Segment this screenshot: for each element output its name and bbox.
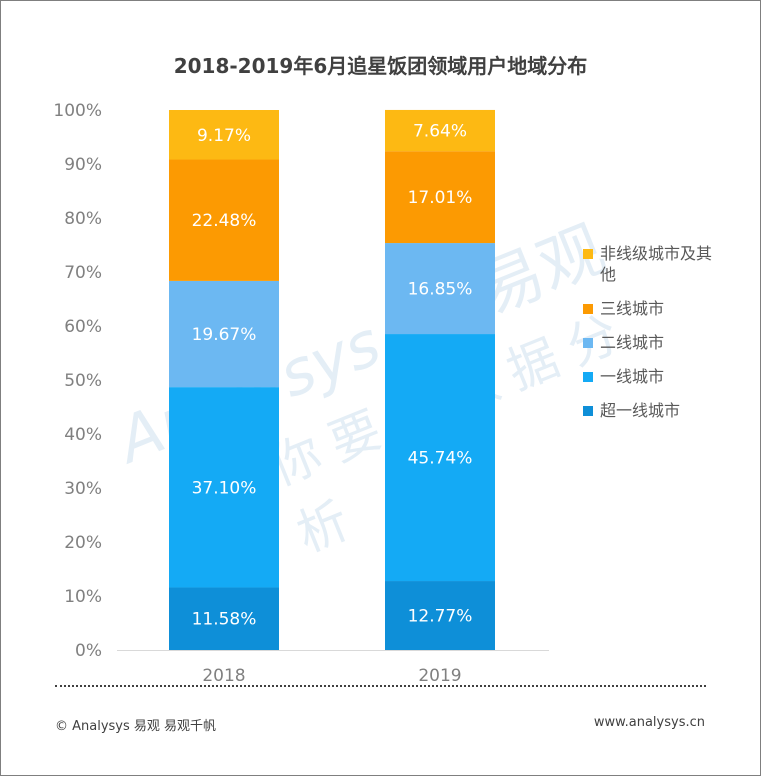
bar-segment xyxy=(169,110,279,160)
bar-segment xyxy=(385,243,495,335)
y-tick-label: 100% xyxy=(53,101,102,121)
footer-divider xyxy=(55,685,706,687)
bar-segment xyxy=(169,280,279,388)
data-label: 16.85% xyxy=(408,280,473,300)
chart-title: 2018-2019年6月追星饭团领域用户地域分布 xyxy=(173,54,588,78)
data-label: 17.01% xyxy=(408,188,473,208)
bar-segment xyxy=(385,109,495,152)
bar-segment xyxy=(169,587,279,650)
y-axis: 0% 10% 20% 30% 40% 50% 60% 70% 80% 90% 100% xyxy=(53,101,102,661)
data-label: 22.48% xyxy=(192,211,257,231)
legend-item: 一线城市 xyxy=(583,366,753,387)
legend-item: 三线城市 xyxy=(583,298,753,319)
bar-stack-2019: 12.77% 45.74% 16.85% 17.01% 7.64% xyxy=(385,109,495,650)
bar-stack-2018: 11.58% 37.10% 19.67% 22.48% 9.17% xyxy=(169,110,279,650)
legend-item: 超一线城市 xyxy=(583,400,753,421)
y-tick-label: 80% xyxy=(64,209,102,229)
stacked-bar-chart: 0% 10% 20% 30% 40% 50% 60% 70% 80% 90% 100% 11.58%… xyxy=(53,101,549,686)
legend-swatch xyxy=(583,372,593,382)
bar-segment xyxy=(169,387,279,588)
data-label: 45.74% xyxy=(408,449,473,469)
legend-swatch xyxy=(583,304,593,314)
legend-label: 一线城市 xyxy=(600,367,665,386)
legend-item: 二线城市 xyxy=(583,332,753,353)
legend: 非线级城市及其他三线城市二线城市一线城市超一线城市 xyxy=(583,243,753,421)
y-tick-label: 0% xyxy=(75,641,102,661)
y-tick-label: 60% xyxy=(64,317,102,337)
x-axis: 2018 2019 xyxy=(202,666,461,686)
y-tick-label: 30% xyxy=(64,479,102,499)
bar-segment xyxy=(169,159,279,281)
bar-segment xyxy=(385,151,495,244)
data-label: 19.67% xyxy=(192,325,257,345)
x-tick-label: 2019 xyxy=(418,666,461,686)
legend-swatch xyxy=(583,249,593,259)
bars: 11.58% 37.10% 19.67% 22.48% 9.17% 12.77% 45.74… xyxy=(169,109,495,650)
bar-segment xyxy=(385,334,495,582)
y-tick-label: 90% xyxy=(64,155,102,175)
bar-segment xyxy=(385,581,495,650)
x-tick-label: 2018 xyxy=(202,666,245,686)
data-label: 9.17% xyxy=(197,126,251,146)
data-label: 11.58% xyxy=(192,610,257,630)
legend-label: 超一线城市 xyxy=(600,401,681,420)
legend-swatch xyxy=(583,406,593,416)
y-tick-label: 20% xyxy=(64,533,102,553)
legend-item: 非线级城市及其他 xyxy=(583,243,720,285)
legend-label: 三线城市 xyxy=(600,299,665,318)
data-label: 37.10% xyxy=(192,478,257,498)
y-tick-label: 10% xyxy=(64,587,102,607)
data-label: 12.77% xyxy=(408,607,473,627)
legend-swatch xyxy=(583,338,593,348)
legend-label: 二线城市 xyxy=(600,333,665,352)
footer-website: www.analysys.cn xyxy=(593,715,705,730)
footer-copyright: © Analysys 易观 易观千帆 xyxy=(55,719,217,734)
y-tick-label: 50% xyxy=(64,371,102,391)
legend-label: 非线级城市及其他 xyxy=(600,244,713,284)
data-label: 7.64% xyxy=(413,122,467,142)
y-tick-label: 40% xyxy=(64,425,102,445)
y-tick-label: 70% xyxy=(64,263,102,283)
